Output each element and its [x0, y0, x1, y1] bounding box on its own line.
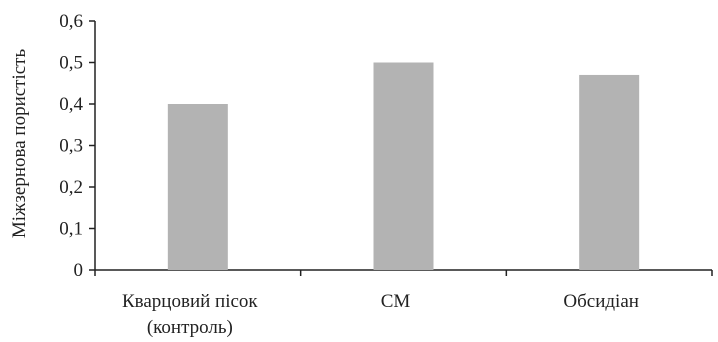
bar	[579, 74, 640, 270]
y-axis-label: Міжзернова пористість	[9, 49, 30, 239]
y-tick-label: 0,3	[59, 136, 83, 157]
y-tick-label: 0,1	[59, 219, 83, 240]
y-tick-label: 0,4	[59, 94, 83, 115]
x-category-label: Кварцовий пісок (контроль)	[122, 291, 258, 338]
y-tick-label: 0	[74, 260, 84, 281]
bars	[167, 62, 640, 270]
y-tick-label: 0,2	[59, 177, 83, 198]
bar	[373, 62, 434, 270]
y-tick-label: 0,5	[59, 53, 83, 74]
x-category-label: Обсидіан	[563, 291, 639, 312]
y-axis: 0 0,1 0,2 0,3 0,4 0,5 0,6	[59, 11, 96, 281]
y-tick-label: 0,6	[59, 11, 83, 32]
x-axis: Кварцовий пісок (контроль) СМ Обсидіан	[94, 269, 713, 338]
bar	[167, 104, 228, 270]
x-category-label: СМ	[381, 291, 411, 312]
